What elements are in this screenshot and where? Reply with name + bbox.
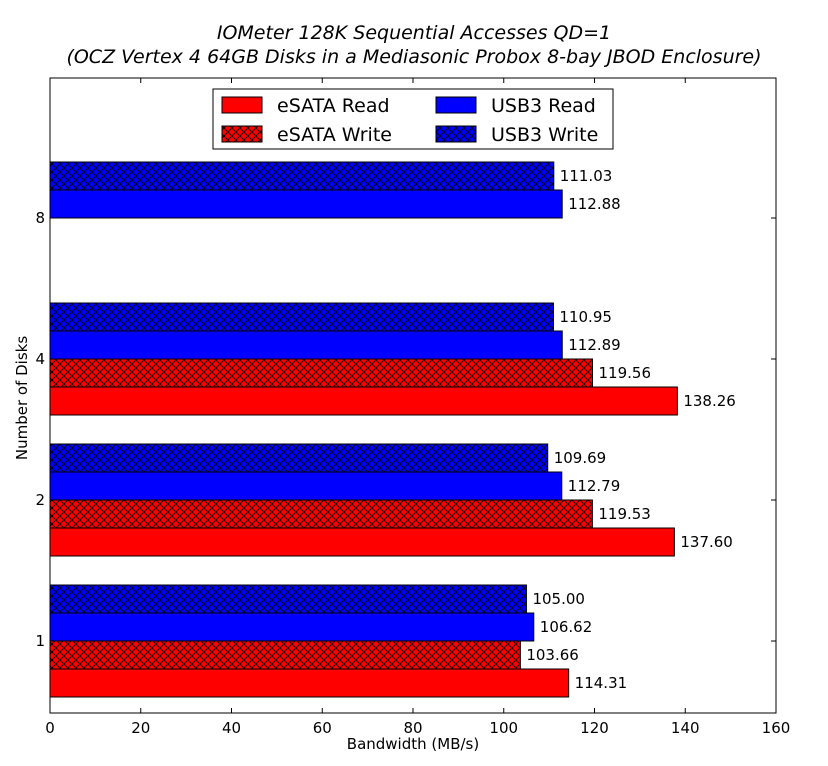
bar-hatch-esata-write-2 bbox=[50, 500, 593, 528]
x-tick-label: 80 bbox=[403, 719, 422, 737]
data-label-esata-read-4: 138.26 bbox=[683, 392, 736, 410]
bar-esata-read-2 bbox=[49, 527, 675, 557]
x-tick-label: 160 bbox=[762, 719, 791, 737]
data-label-esata-write-1: 103.66 bbox=[526, 646, 579, 664]
y-tick-label: 2 bbox=[35, 491, 45, 509]
data-label-usb3-read-8: 112.88 bbox=[568, 195, 621, 213]
legend-label-esata-write: eSATA Write bbox=[277, 124, 392, 146]
legend-box bbox=[212, 88, 614, 150]
bar-hatch-usb3-write-8 bbox=[50, 162, 554, 190]
data-label-esata-read-2: 137.60 bbox=[680, 533, 733, 551]
x-tick-label: 40 bbox=[222, 719, 241, 737]
x-tick-label: 60 bbox=[313, 719, 332, 737]
y-tick-label: 8 bbox=[35, 209, 45, 227]
data-label-esata-read-1: 114.31 bbox=[575, 674, 628, 692]
x-tick-label: 100 bbox=[489, 719, 518, 737]
data-label-usb3-write-8: 111.03 bbox=[560, 167, 613, 185]
data-label-usb3-write-1: 105.00 bbox=[532, 590, 585, 608]
data-label-usb3-read-1: 106.62 bbox=[540, 618, 593, 636]
data-label-usb3-read-4: 112.89 bbox=[568, 336, 621, 354]
bar-esata-read-4 bbox=[49, 386, 678, 416]
bar-hatch-esata-write-4 bbox=[50, 359, 593, 387]
legend-label-esata-read: eSATA Read bbox=[277, 95, 390, 117]
bar-usb3-read-1 bbox=[49, 612, 535, 642]
legend: eSATA Read eSATA Write USB3 Read USB3 Write bbox=[212, 88, 614, 150]
bar-hatch-esata-write-1 bbox=[50, 641, 521, 669]
legend-label-usb3-read: USB3 Read bbox=[491, 95, 596, 117]
data-label-esata-write-2: 119.53 bbox=[598, 505, 651, 523]
data-label-usb3-read-2: 112.79 bbox=[568, 477, 621, 495]
legend-swatch-usb3-read bbox=[435, 96, 477, 114]
bar-esata-read-1 bbox=[49, 668, 570, 698]
bar-hatch-usb3-write-4 bbox=[50, 303, 554, 331]
y-tick-label: 4 bbox=[35, 350, 45, 368]
x-tick-label: 120 bbox=[580, 719, 609, 737]
legend-label-usb3-write: USB3 Write bbox=[491, 124, 598, 146]
data-label-usb3-write-2: 109.69 bbox=[554, 449, 607, 467]
bar-usb3-read-8 bbox=[49, 189, 563, 219]
x-tick-label: 140 bbox=[671, 719, 700, 737]
bar-hatch-usb3-write-2 bbox=[50, 444, 548, 472]
bar-usb3-read-4 bbox=[49, 330, 563, 360]
legend-swatch-esata-read bbox=[221, 96, 263, 114]
x-tick-label: 0 bbox=[45, 719, 55, 737]
x-axis-label: Bandwidth (MB/s) bbox=[346, 735, 480, 753]
bar-usb3-read-2 bbox=[49, 471, 563, 501]
legend-swatch-hatch-usb3-write bbox=[436, 126, 476, 142]
data-label-usb3-write-4: 110.95 bbox=[559, 308, 612, 326]
chart-title: IOMeter 128K Sequential Accesses QD=1 bbox=[216, 22, 612, 44]
bar-hatch-usb3-write-1 bbox=[50, 585, 527, 613]
chart-subtitle: (OCZ Vertex 4 64GB Disks in a Mediasonic… bbox=[66, 46, 762, 68]
y-tick-label: 1 bbox=[35, 632, 45, 650]
x-tick-label: 20 bbox=[131, 719, 150, 737]
y-axis-label: Number of Disks bbox=[13, 335, 31, 461]
data-label-esata-write-4: 119.56 bbox=[599, 364, 652, 382]
legend-swatch-hatch-esata-write bbox=[222, 126, 262, 142]
